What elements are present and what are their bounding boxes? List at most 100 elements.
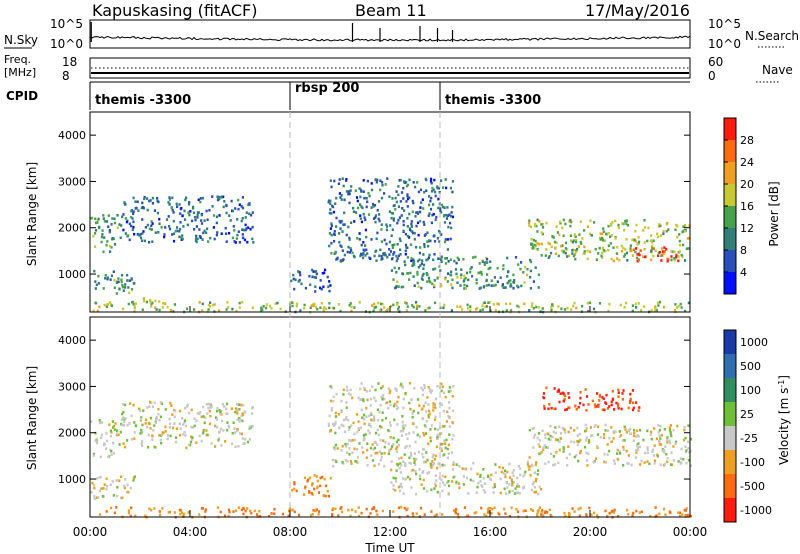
scatter-cell bbox=[652, 254, 655, 258]
scatter-cell bbox=[102, 487, 105, 490]
scatter-cell bbox=[96, 441, 99, 445]
scatter-cell bbox=[126, 423, 129, 427]
scatter-cell bbox=[467, 278, 470, 282]
scatter-cell bbox=[378, 213, 381, 216]
scatter-cell bbox=[240, 432, 243, 436]
scatter-cell bbox=[107, 455, 110, 459]
scatter-cell bbox=[154, 421, 157, 424]
scatter-cell bbox=[349, 459, 353, 463]
scatter-cell bbox=[569, 218, 572, 222]
scatter-cell bbox=[314, 285, 317, 288]
scatter-cell bbox=[537, 286, 540, 289]
scatter-cell bbox=[225, 402, 229, 406]
scatter-cell bbox=[601, 256, 604, 259]
scatter-cell bbox=[402, 220, 405, 223]
scatter-cell bbox=[313, 474, 316, 477]
scatter-cell bbox=[509, 302, 512, 305]
scatter-cell bbox=[258, 509, 261, 513]
scatter-cell bbox=[450, 283, 453, 286]
scatter-cell bbox=[209, 301, 212, 304]
scatter-cell bbox=[389, 250, 393, 253]
scatter-cell bbox=[584, 423, 587, 427]
scatter-cell bbox=[320, 302, 323, 305]
scatter-cell bbox=[384, 310, 387, 313]
scatter-cell bbox=[650, 244, 653, 248]
scatter-cell bbox=[127, 286, 130, 289]
scatter-cell bbox=[397, 185, 400, 188]
scatter-cell bbox=[197, 211, 200, 214]
scatter-cell bbox=[345, 190, 349, 193]
scatter-cell bbox=[306, 478, 310, 482]
scatter-cell bbox=[494, 283, 497, 287]
scatter-cell bbox=[228, 231, 231, 235]
scatter-cell bbox=[198, 235, 202, 238]
scatter-cell bbox=[564, 247, 567, 250]
scatter-cell bbox=[484, 491, 487, 494]
scatter-cell bbox=[420, 262, 423, 265]
scatter-cell bbox=[171, 208, 174, 212]
scatter-cell bbox=[684, 223, 687, 227]
scatter-cell bbox=[379, 425, 382, 428]
scatter-cell bbox=[347, 225, 350, 229]
scatter-cell bbox=[327, 494, 330, 498]
scatter-cell bbox=[172, 232, 176, 235]
scatter-cell bbox=[426, 472, 429, 475]
scatter-cell bbox=[385, 242, 388, 246]
scatter-cell bbox=[399, 248, 402, 252]
scatter-cell bbox=[646, 446, 649, 449]
scatter-cell bbox=[540, 513, 543, 516]
scatter-cell bbox=[167, 511, 170, 514]
scatter-cell bbox=[575, 306, 578, 310]
scatter-cell bbox=[545, 221, 548, 225]
scatter-cell bbox=[534, 224, 537, 227]
scatter-cell bbox=[384, 183, 387, 186]
scatter-cell bbox=[499, 477, 502, 481]
velocity-label-main: Velocity [m s bbox=[777, 388, 791, 465]
scatter-cell bbox=[533, 471, 536, 475]
scatter-cell bbox=[331, 422, 335, 426]
scatter-cell bbox=[369, 397, 373, 401]
scatter-cell bbox=[310, 304, 313, 307]
scatter-cell bbox=[451, 180, 454, 183]
scatter-cell bbox=[341, 230, 344, 233]
scatter-cell bbox=[627, 462, 630, 465]
scatter-cell bbox=[427, 403, 430, 406]
scatter-cell bbox=[194, 218, 197, 222]
nsearch-label: N.Search bbox=[745, 29, 799, 43]
scatter-cell bbox=[599, 232, 602, 235]
scatter-cell bbox=[686, 513, 689, 517]
scatter-cell bbox=[153, 507, 156, 510]
scatter-cell bbox=[456, 276, 459, 279]
scatter-cell bbox=[316, 307, 319, 311]
scatter-cell bbox=[148, 507, 151, 511]
scatter-cell bbox=[311, 268, 314, 272]
scatter-cell bbox=[332, 210, 335, 214]
scatter-cell bbox=[481, 304, 484, 308]
scatter-cell bbox=[447, 272, 450, 275]
scatter-cell bbox=[556, 438, 559, 442]
scatter-cell bbox=[379, 188, 382, 192]
scatter-cell bbox=[184, 434, 187, 437]
scatter-cell bbox=[198, 301, 201, 304]
scatter-cell bbox=[462, 258, 465, 261]
scatter-cell bbox=[329, 179, 332, 182]
scatter-cell bbox=[331, 514, 334, 518]
scatter-cell bbox=[550, 515, 553, 518]
scatter-cell bbox=[372, 205, 375, 208]
scatter-cell bbox=[360, 243, 363, 247]
scatter-cell bbox=[684, 436, 687, 440]
scatter-cell bbox=[601, 396, 604, 399]
scatter-cell bbox=[584, 438, 588, 442]
scatter-cell bbox=[680, 253, 683, 257]
scatter-cell bbox=[640, 459, 643, 463]
scatter-cell bbox=[678, 243, 682, 247]
scatter-cell bbox=[244, 509, 247, 513]
scatter-cell bbox=[511, 484, 514, 488]
scatter-cell bbox=[342, 418, 345, 422]
scatter-cell bbox=[480, 484, 483, 487]
scatter-cell bbox=[564, 222, 567, 226]
scatter-cell bbox=[422, 431, 425, 435]
scatter-cell bbox=[174, 409, 177, 413]
scatter-cell bbox=[623, 425, 626, 429]
scatter-cell bbox=[312, 509, 315, 512]
